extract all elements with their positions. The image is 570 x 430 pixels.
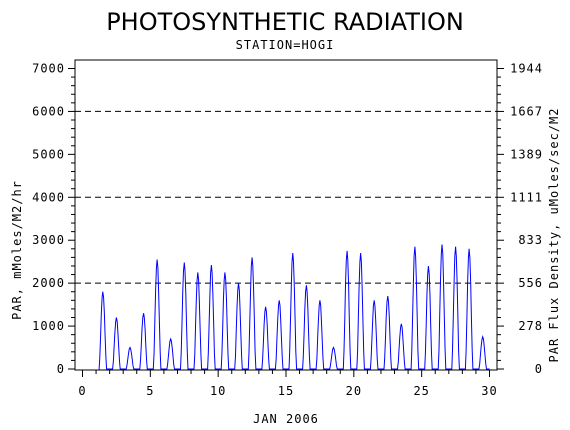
y2-tick-label: 1667 <box>510 104 543 118</box>
chart-subtitle: STATION=HOGI <box>236 38 335 52</box>
y-tick-label: 2000 <box>32 276 65 290</box>
y2-axis-label: PAR Flux Density, uMoles/sec/M2 <box>547 108 561 363</box>
x-tick-label: 30 <box>481 384 497 398</box>
y2-tick-label: 0 <box>535 362 543 376</box>
x-tick-label: 5 <box>146 384 154 398</box>
y-tick-label: 6000 <box>32 104 65 118</box>
x-axis: 0 5 10 15 20 25 30 <box>78 370 497 398</box>
x-tick-label: 15 <box>278 384 294 398</box>
y-tick-label: 3000 <box>32 233 65 247</box>
y-tick-label: 1000 <box>32 319 65 333</box>
y2-tick-label: 556 <box>518 276 543 290</box>
y2-tick-label: 1111 <box>510 190 543 204</box>
y-tick-label: 0 <box>57 362 65 376</box>
x-tick-label: 0 <box>78 384 86 398</box>
x-axis-label: JAN 2006 <box>253 412 319 426</box>
y-tick-label: 7000 <box>32 62 65 76</box>
y2-tick-label: 833 <box>518 233 543 247</box>
par-series-line <box>98 244 490 370</box>
y2-axis: 0 278 556 833 1111 1389 1667 1944 <box>497 62 543 376</box>
chart-title: PHOTOSYNTHETIC RADIATION <box>106 8 464 36</box>
x-tick-label: 10 <box>210 384 226 398</box>
y-axis: 0 1000 2000 3000 4000 5000 6000 7000 <box>32 62 75 376</box>
y2-tick-label: 278 <box>518 319 543 333</box>
plot-frame <box>74 59 498 371</box>
y2-tick-label: 1389 <box>510 147 543 161</box>
y-tick-label: 5000 <box>32 147 65 161</box>
reference-lines <box>75 110 497 284</box>
y2-tick-label: 1944 <box>510 62 543 76</box>
x-tick-label: 20 <box>346 384 362 398</box>
x-tick-label: 25 <box>413 384 429 398</box>
y-axis-label: PAR, mMoles/M2/hr <box>10 180 24 320</box>
y-tick-label: 4000 <box>32 190 65 204</box>
